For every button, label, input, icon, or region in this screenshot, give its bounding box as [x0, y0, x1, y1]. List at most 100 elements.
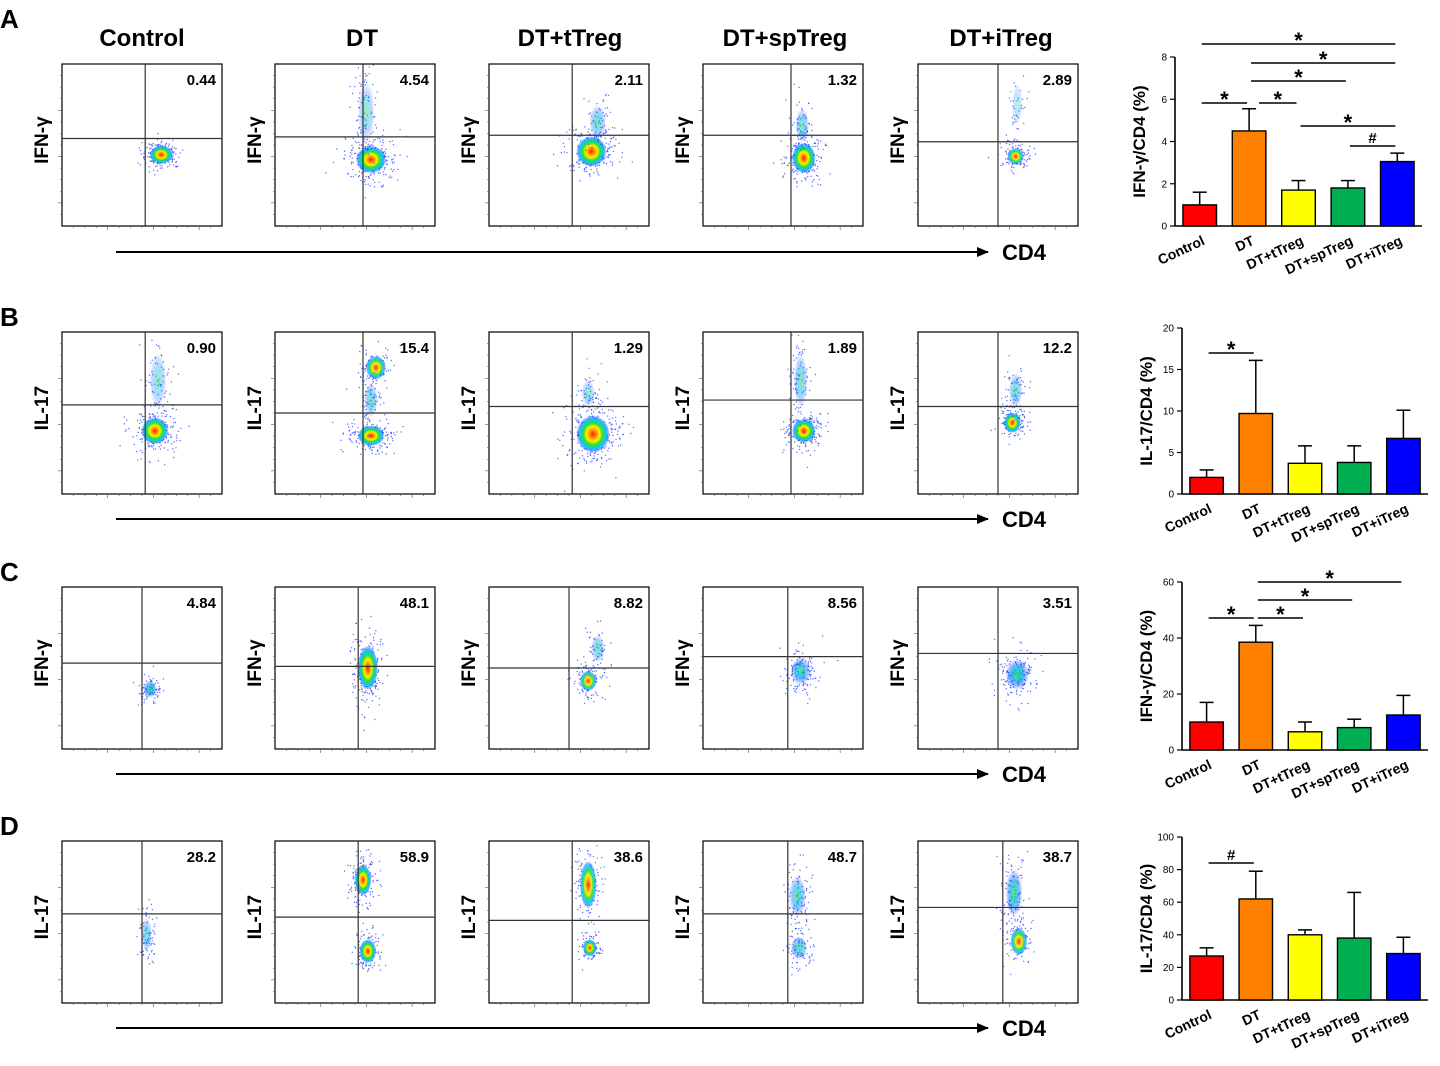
cell-density-cluster: [1010, 927, 1028, 956]
cd4-axis-label: CD4: [1002, 507, 1047, 532]
column-title-1: Control: [99, 25, 184, 52]
cell-density-cluster: [1012, 84, 1023, 125]
significance-marker: *: [1344, 110, 1353, 135]
cell-density-cluster: [357, 425, 385, 446]
x-category-label: Control: [1162, 1006, 1214, 1042]
cell-density-cluster: [149, 353, 167, 408]
y-tick-label: 20: [1163, 690, 1175, 701]
flow-plot-frame: [488, 331, 650, 495]
cell-density-cluster: [589, 105, 607, 140]
flow-y-axis-label: IFN-γ: [245, 639, 266, 687]
bar-chart-y-label: IFN-γ/CD4 (%): [1130, 85, 1149, 197]
flow-plot-c-5: 3.51 IFN-γ: [888, 586, 1079, 753]
cell-density-cluster: [789, 875, 806, 917]
y-tick-label: 6: [1161, 95, 1167, 106]
bar-chart-y-label: IL-17/CD4 (%): [1137, 356, 1156, 466]
flow-y-axis-label: IL-17: [459, 386, 480, 430]
x-category-label: DT+iTreg: [1349, 1006, 1410, 1046]
panel-letter-b: B: [0, 302, 19, 332]
flow-plot-frame: [274, 586, 436, 750]
significance-marker: *: [1274, 87, 1283, 112]
bar-control: [1189, 721, 1225, 751]
quadrant-percent-label: 1.32: [828, 72, 857, 89]
y-tick-label: 80: [1163, 865, 1175, 876]
flow-plot-b-4: 1.89 IL-17: [673, 331, 864, 498]
bar-dt-itreg: [1385, 714, 1421, 751]
flow-plot-frame: [61, 63, 223, 227]
y-tick-label: 0: [1161, 222, 1167, 233]
flow-plot-a-3: 2.11 IFN-γ: [459, 63, 650, 230]
cell-density-cluster: [357, 81, 375, 144]
flow-plot-c-3: 8.82 IFN-γ: [459, 586, 650, 753]
cell-density-cluster: [141, 417, 169, 445]
flow-y-axis-label: IFN-γ: [888, 639, 909, 687]
flow-y-axis-label: IFN-γ: [673, 639, 694, 687]
quadrant-percent-label: 48.7: [828, 849, 857, 866]
panel-letter-d: D: [0, 811, 19, 841]
bar-dt-ttreg: [1287, 934, 1323, 1001]
cell-density-cluster: [591, 634, 605, 663]
column-title-3: DT+tTreg: [518, 25, 623, 52]
flow-plot-frame: [488, 840, 650, 1004]
flow-plot-frame: [702, 586, 864, 750]
bar-dt-ttreg: [1281, 189, 1316, 227]
significance-marker: *: [1220, 87, 1229, 112]
flow-plot-c-4: 8.56 IFN-γ: [673, 586, 864, 753]
cell-density-cluster: [355, 145, 387, 174]
bar-control: [1189, 955, 1225, 1001]
bar-dt-itreg: [1379, 160, 1415, 227]
cell-density-cluster: [790, 657, 811, 685]
quadrant-percent-label: 38.7: [1043, 849, 1072, 866]
cell-density-cluster: [1005, 659, 1029, 690]
bar-dt-ttreg: [1287, 731, 1323, 751]
significance-marker: *: [1319, 47, 1328, 72]
cd4-axis-label: CD4: [1002, 240, 1047, 265]
flow-y-axis-label: IL-17: [245, 386, 266, 430]
x-category-label: DT+iTreg: [1349, 500, 1410, 540]
quadrant-percent-label: 12.2: [1043, 340, 1072, 357]
bar-dt-sptreg: [1336, 461, 1372, 495]
bar-dt: [1238, 641, 1274, 751]
cell-density-cluster: [583, 939, 597, 957]
flow-plot-b-2: 15.4 IL-17: [245, 331, 436, 498]
bar-dt-itreg: [1385, 437, 1421, 495]
flow-plot-d-1: 28.2 IL-17: [32, 840, 223, 1007]
quadrant-percent-label: 15.4: [400, 340, 430, 357]
y-tick-label: 60: [1163, 578, 1175, 589]
y-tick-label: 10: [1163, 407, 1175, 418]
quadrant-percent-label: 8.82: [614, 595, 643, 612]
significance-marker: *: [1301, 584, 1310, 609]
cell-density-cluster: [1007, 147, 1024, 165]
flow-y-axis-label: IFN-γ: [459, 116, 480, 164]
flow-y-axis-label: IL-17: [888, 386, 909, 430]
y-tick-label: 2: [1161, 179, 1167, 190]
cd4-axis-label: CD4: [1002, 762, 1047, 787]
flow-plot-d-2: 58.9 IL-17: [245, 840, 436, 1007]
significance-marker: *: [1325, 566, 1334, 591]
y-tick-label: 4: [1161, 137, 1167, 148]
quadrant-percent-label: 1.89: [828, 340, 857, 357]
flow-plot-frame: [702, 840, 864, 1004]
cell-density-cluster: [793, 353, 808, 408]
flow-y-axis-label: IL-17: [888, 895, 909, 939]
flow-plot-frame: [274, 840, 436, 1004]
bar-dt: [1231, 130, 1267, 227]
flow-y-axis-label: IFN-γ: [459, 639, 480, 687]
bar-dt: [1238, 412, 1274, 495]
column-title-2: DT: [346, 25, 378, 52]
cd4-axis-label: CD4: [1002, 1016, 1047, 1041]
significance-marker: #: [1368, 130, 1377, 147]
y-tick-label: 40: [1163, 930, 1175, 941]
y-tick-label: 60: [1163, 898, 1175, 909]
bar-chart-y-label: IFN-γ/CD4 (%): [1137, 610, 1156, 722]
quadrant-percent-label: 3.51: [1043, 595, 1072, 612]
flow-plot-d-3: 38.6 IL-17: [459, 840, 650, 1007]
flow-plot-frame: [488, 63, 650, 227]
y-tick-label: 20: [1163, 324, 1175, 335]
quadrant-percent-label: 28.2: [187, 849, 216, 866]
bar-dt-itreg: [1385, 952, 1421, 1001]
x-category-label: DT+iTreg: [1349, 756, 1410, 796]
